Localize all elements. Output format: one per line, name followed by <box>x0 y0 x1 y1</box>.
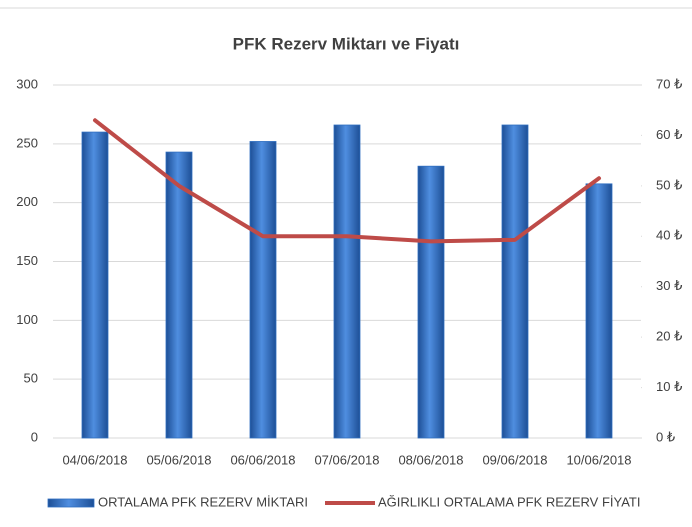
y2-tick-label: 50 ₺ <box>656 177 682 192</box>
y-tick-label: 300 <box>16 76 38 91</box>
y2-tick-label: 10 ₺ <box>656 379 682 394</box>
x-tick-label: 07/06/2018 <box>314 452 379 467</box>
y-tick-label: 50 <box>24 371 38 386</box>
x-tick-label: 09/06/2018 <box>482 452 547 467</box>
legend-label: ORTALAMA PFK REZERV MİKTARI <box>98 494 308 509</box>
bar <box>81 131 109 439</box>
y-tick-label: 0 <box>31 429 38 444</box>
y2-tick-label: 60 ₺ <box>656 127 682 142</box>
line <box>93 118 601 244</box>
chart-title: PFK Rezerv Miktarı ve Fiyatı <box>233 34 460 53</box>
y2-tick-label: 30 ₺ <box>656 278 682 293</box>
bar <box>165 151 193 439</box>
x-tick-label: 04/06/2018 <box>62 452 127 467</box>
y2-tick-label: 70 ₺ <box>656 76 682 91</box>
y2-tick-label: 40 ₺ <box>656 228 682 243</box>
y-tick-label: 150 <box>16 253 38 268</box>
x-tick-label: 05/06/2018 <box>146 452 211 467</box>
legend-swatch <box>47 498 95 508</box>
x-tick-label: 08/06/2018 <box>398 452 463 467</box>
bar <box>417 165 445 439</box>
y2-tick-label: 20 ₺ <box>656 329 682 344</box>
x-tick-label: 10/06/2018 <box>566 452 631 467</box>
bar <box>585 183 613 439</box>
legend-label: AĞIRLIKLI ORTALAMA PFK REZERV FİYATI <box>378 494 640 509</box>
y-tick-label: 100 <box>16 312 38 327</box>
bar <box>501 124 529 439</box>
y-tick-label: 200 <box>16 194 38 209</box>
y-tick-label: 250 <box>16 135 38 150</box>
x-tick-label: 06/06/2018 <box>230 452 295 467</box>
bar <box>249 141 277 439</box>
bar <box>333 124 361 439</box>
y2-tick-label: 0 ₺ <box>656 429 675 444</box>
